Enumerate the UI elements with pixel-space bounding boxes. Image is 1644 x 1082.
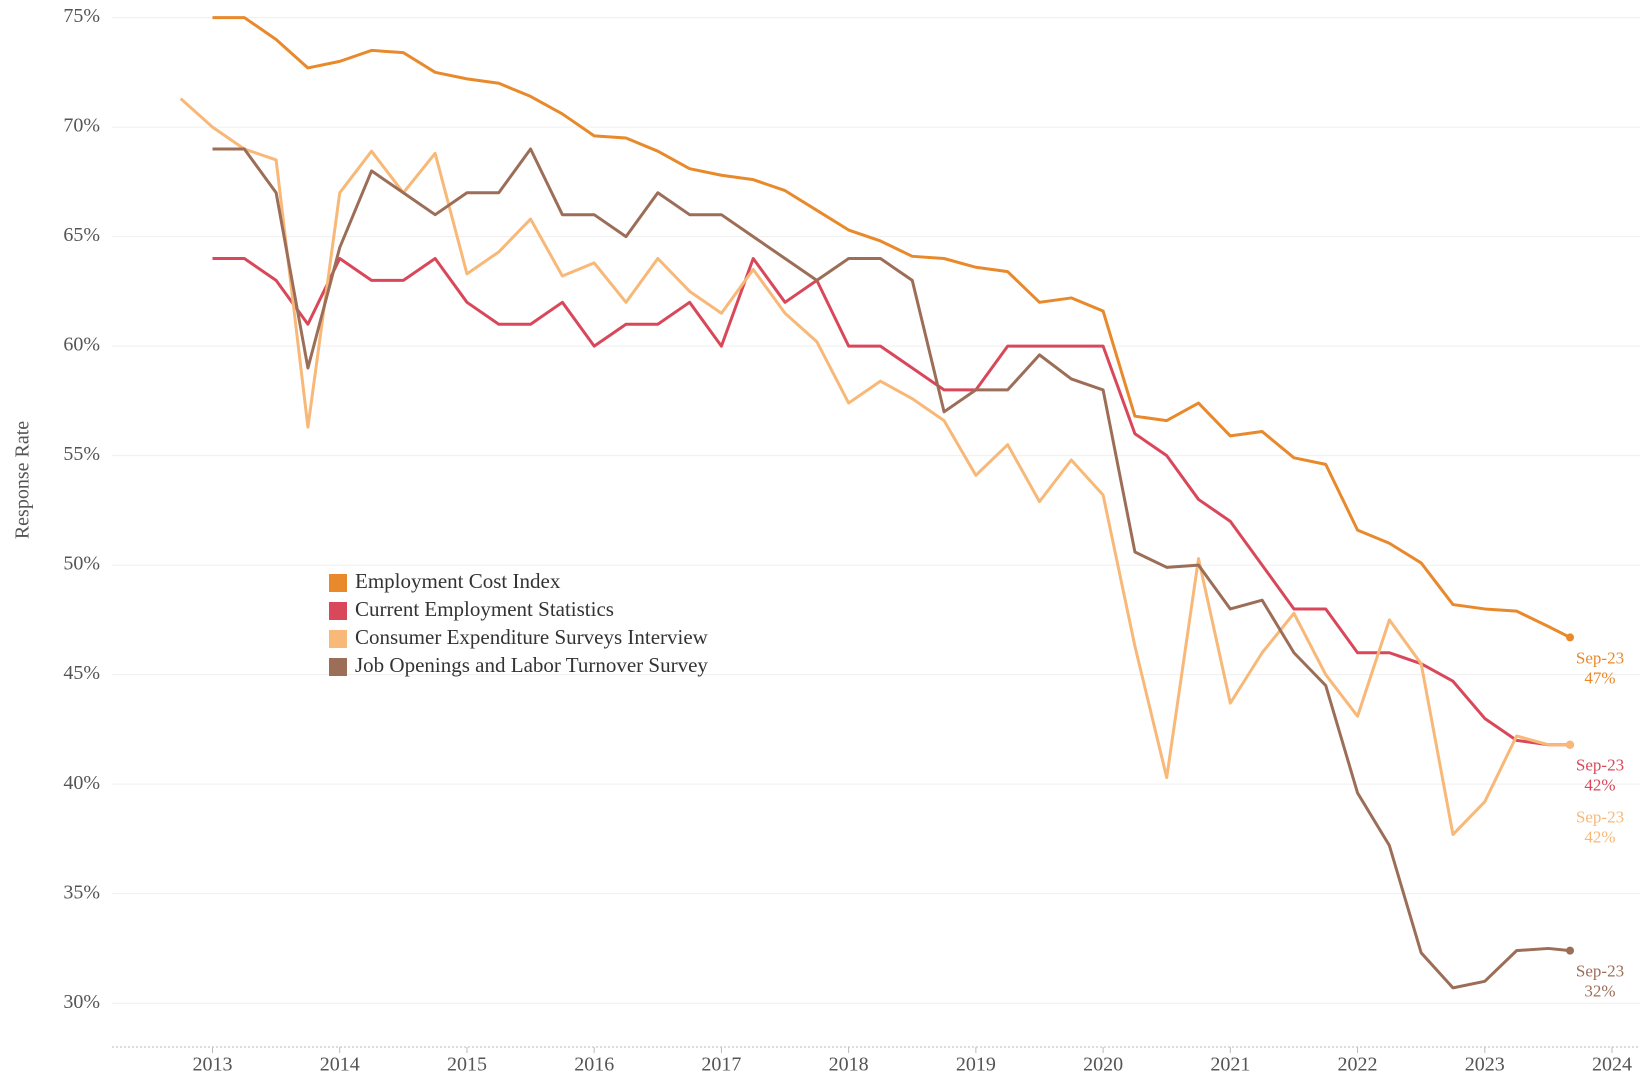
y-tick-label: 35% xyxy=(63,881,100,903)
x-tick-label: 2023 xyxy=(1465,1054,1505,1076)
y-axis-label: Response Rate xyxy=(12,421,34,539)
legend-label: Current Employment Statistics xyxy=(355,597,614,621)
y-tick-label: 75% xyxy=(63,5,100,27)
y-tick-label: 60% xyxy=(63,334,100,356)
legend-swatch xyxy=(329,602,347,620)
series-line xyxy=(212,147,1571,990)
legend-label: Job Openings and Labor Turnover Survey xyxy=(355,653,708,677)
y-tick-label: 50% xyxy=(63,553,100,575)
x-tick-label: 2017 xyxy=(701,1054,741,1076)
x-tick-label: 2016 xyxy=(574,1054,614,1076)
legend-swatch xyxy=(329,630,347,648)
x-tick-label: 2021 xyxy=(1210,1054,1250,1076)
y-tick-label: 65% xyxy=(63,224,100,246)
end-label: 42% xyxy=(1584,828,1615,847)
legend-label: Consumer Expenditure Surveys Interview xyxy=(355,625,709,649)
legend-swatch xyxy=(329,658,347,676)
end-point xyxy=(1566,740,1575,749)
series-line xyxy=(212,257,1571,747)
end-point xyxy=(1566,633,1575,642)
x-tick-label: 2015 xyxy=(447,1054,487,1076)
x-tick-label: 2018 xyxy=(829,1054,869,1076)
end-label: Sep-23 xyxy=(1576,648,1624,667)
legend-swatch xyxy=(329,574,347,592)
end-label: Sep-23 xyxy=(1576,962,1624,981)
x-tick-label: 2020 xyxy=(1083,1054,1123,1076)
end-label: Sep-23 xyxy=(1576,756,1624,775)
end-label: 47% xyxy=(1584,668,1615,687)
end-label: 32% xyxy=(1584,982,1615,1001)
series-line xyxy=(212,16,1571,639)
y-tick-label: 40% xyxy=(63,772,100,794)
x-tick-label: 2019 xyxy=(956,1054,996,1076)
x-tick-label: 2022 xyxy=(1338,1054,1378,1076)
end-label: Sep-23 xyxy=(1576,808,1624,827)
y-tick-label: 55% xyxy=(63,443,100,465)
x-tick-label: 2013 xyxy=(193,1054,233,1076)
series-line xyxy=(179,97,1571,837)
end-point xyxy=(1566,946,1575,955)
legend-label: Employment Cost Index xyxy=(355,569,561,593)
x-tick-label: 2014 xyxy=(320,1054,360,1076)
end-label: 42% xyxy=(1584,776,1615,795)
y-tick-label: 30% xyxy=(63,991,100,1013)
y-tick-label: 70% xyxy=(63,115,100,137)
y-tick-label: 45% xyxy=(63,662,100,684)
x-tick-label: 2024 xyxy=(1592,1054,1632,1076)
